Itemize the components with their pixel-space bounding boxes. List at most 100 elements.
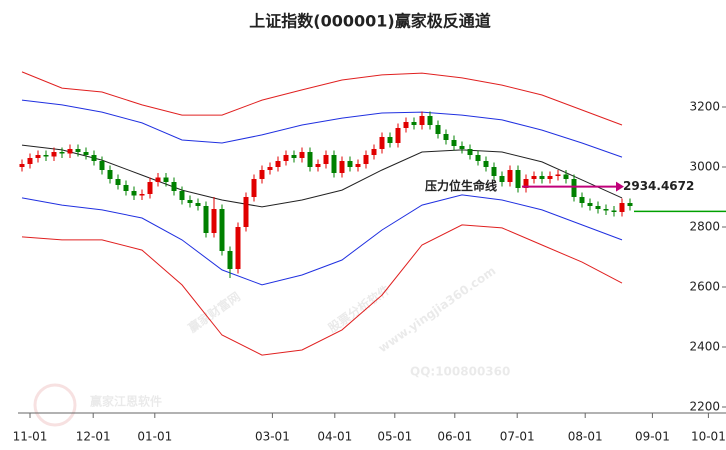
candle-body	[427, 116, 433, 125]
candle-body	[51, 152, 57, 157]
candle-body	[147, 182, 153, 194]
pressure-value: 2934.4672	[623, 179, 694, 193]
candle-body	[211, 209, 217, 233]
band-line	[21, 144, 623, 208]
candle-body	[155, 177, 161, 182]
candle-body	[547, 176, 553, 179]
candle-body	[355, 164, 361, 167]
candle-body	[99, 161, 105, 170]
candle-body	[555, 174, 561, 176]
candle-body	[171, 182, 177, 191]
candle-body	[611, 210, 617, 212]
candle-body	[603, 209, 609, 211]
y-tick-label: 2600	[689, 280, 720, 294]
candle-body	[531, 176, 537, 179]
candle-body	[587, 203, 593, 206]
candle-body	[59, 152, 65, 154]
candle-body	[435, 125, 441, 134]
candle-body	[259, 170, 265, 179]
candle-body	[91, 155, 97, 161]
candle-body	[219, 209, 225, 251]
candle-body	[515, 170, 521, 188]
y-tick-label: 2200	[689, 400, 720, 414]
band-line	[21, 71, 623, 126]
candle-body	[315, 164, 321, 167]
x-tick-label: 10-01	[691, 430, 726, 444]
x-tick-label: 09-01	[635, 430, 670, 444]
candle-body	[243, 197, 249, 227]
band-line	[21, 224, 623, 356]
candle-body	[539, 176, 545, 179]
candle-body	[203, 206, 209, 233]
candle-body	[419, 116, 425, 125]
candle-body	[187, 200, 193, 203]
candle-body	[299, 152, 305, 158]
x-tick-label: 08-01	[568, 430, 603, 444]
candle-body	[27, 158, 33, 164]
candle-body	[339, 161, 345, 173]
candle-body	[475, 155, 481, 161]
x-tick-label: 01-01	[137, 430, 172, 444]
candle-body	[563, 174, 569, 179]
y-tick-label: 2800	[689, 220, 720, 234]
candle-body	[123, 185, 129, 191]
band-line	[21, 194, 623, 286]
candle-body	[459, 146, 465, 149]
candle-body	[67, 149, 73, 154]
candle-body	[523, 179, 529, 188]
y-tick-label: 3200	[689, 100, 720, 114]
candle-body	[195, 203, 201, 206]
candle-body	[595, 206, 601, 209]
candle-body	[267, 167, 273, 170]
candle-body	[35, 155, 41, 158]
watermark: 赢家江恩软件	[90, 394, 162, 409]
candle-body	[107, 170, 113, 179]
candle-body	[491, 167, 497, 176]
candle-body	[371, 149, 377, 155]
candle-body	[139, 194, 145, 196]
candle-body	[251, 179, 257, 197]
candle-body	[395, 128, 401, 143]
candle-body	[363, 155, 369, 164]
candle-body	[579, 197, 585, 203]
candle-body	[379, 137, 385, 149]
candle-body	[227, 251, 233, 269]
candle-body	[291, 155, 297, 158]
candle-body	[75, 149, 81, 152]
x-tick-label: 04-01	[317, 430, 352, 444]
candle-body	[19, 164, 25, 167]
candle-body	[627, 203, 633, 206]
watermark: 股票分析软件	[325, 282, 393, 336]
candle-body	[163, 177, 169, 182]
candle-body	[307, 152, 313, 167]
y-tick-label: 3000	[689, 160, 720, 174]
candle-body	[403, 122, 409, 128]
candle-body	[451, 140, 457, 146]
watermark: 赢家财富网	[185, 289, 243, 336]
candle-body	[507, 170, 513, 182]
watermark: www.yingjia360.com	[376, 264, 499, 356]
watermark: QQ:100800360	[410, 365, 510, 379]
candle-body	[619, 203, 625, 212]
candle-body	[387, 137, 393, 143]
candle-body	[443, 134, 449, 140]
arrow-head	[616, 181, 624, 192]
candle-body	[571, 179, 577, 197]
candle-body	[323, 155, 329, 164]
candle-body	[275, 161, 281, 167]
candle-body	[411, 122, 417, 125]
candle-body	[179, 191, 185, 200]
candle-body	[43, 155, 49, 157]
candle-body	[115, 179, 121, 185]
pressure-label: 压力位生命线	[425, 178, 497, 193]
candle-body	[83, 152, 89, 155]
candle-body	[235, 227, 241, 269]
logo	[33, 383, 77, 427]
x-tick-label: 03-01	[255, 430, 290, 444]
candle-body	[499, 176, 505, 182]
candle-body	[347, 161, 353, 167]
band-line	[21, 99, 623, 158]
x-tick-label: 07-01	[500, 430, 535, 444]
candle-body	[467, 149, 473, 155]
